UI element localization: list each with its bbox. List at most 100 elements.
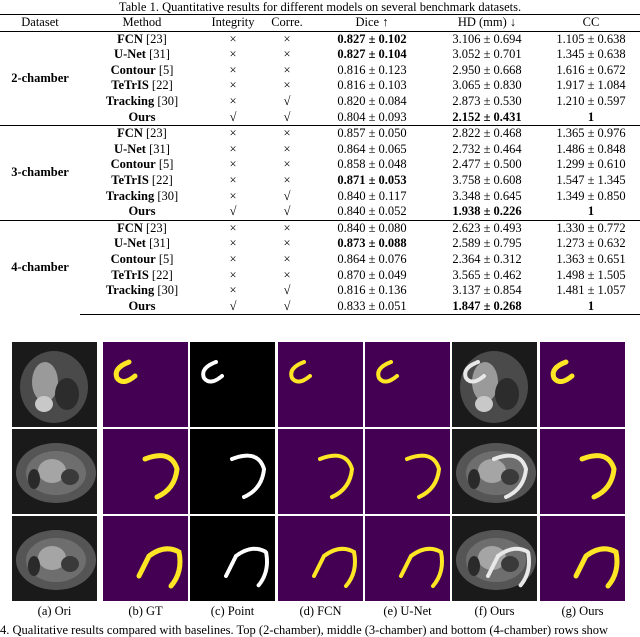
integrity-cell: × (229, 267, 237, 282)
figure-panel-ori (12, 516, 97, 601)
header-hd: HD (mm) ↓ (432, 14, 542, 32)
method-citation: [22] (151, 267, 173, 282)
method-name: Ours (128, 298, 156, 313)
corre-cell: × (262, 30, 312, 48)
hd-cell: 3.137 ± 0.854 (452, 283, 522, 298)
figure-panel-ours (540, 342, 625, 427)
method-name: Tracking (105, 283, 155, 298)
integrity-cell: × (229, 78, 237, 93)
figure-panel-ours-overlay (452, 342, 537, 427)
hd-cell: 2.822 ± 0.468 (432, 125, 542, 142)
qualitative-figure: (a) Ori (b) GT (c) Point (d) FCN (e) U-Net (f… (0, 342, 640, 636)
hd-cell: 3.052 ± 0.701 (452, 47, 522, 62)
integrity-cell: × (229, 157, 237, 172)
figure-panel-fcn (278, 429, 363, 514)
cc-cell: 1.330 ± 0.772 (542, 219, 640, 237)
method-citation: [5] (158, 62, 174, 77)
method-name: Contour (110, 251, 156, 266)
integrity-cell: √ (204, 298, 262, 316)
figure-label-fcn: (d) FCN (299, 604, 342, 618)
header-corre: Corre. (262, 14, 312, 32)
method-name: U-Net (114, 141, 146, 156)
dice-cell: 0.827 ± 0.104 (337, 47, 407, 62)
integrity-cell: × (229, 251, 237, 266)
method-cell: Tracking [30] (80, 189, 204, 205)
method-citation: [22] (151, 172, 173, 187)
dice-cell: 0.816 ± 0.123 (337, 62, 407, 77)
corre-cell: √ (283, 283, 291, 298)
figure-panel-point (190, 342, 275, 427)
table-row: TeTrIS [22] × × 0.871 ± 0.053 3.758 ± 0.608 1… (0, 173, 640, 189)
dice-cell: 0.864 ± 0.076 (337, 251, 407, 266)
table-row: 3-chamber FCN [23] × × 0.857 ± 0.050 2.822 ± … (0, 125, 640, 221)
method-name: Tracking (105, 93, 155, 108)
figure-label-ours-overlay: (f) Ours (474, 604, 515, 618)
dice-cell: 0.873 ± 0.088 (337, 236, 407, 251)
method-cell: U-Net [31] (80, 142, 204, 158)
dice-cell: 0.816 ± 0.103 (337, 78, 407, 93)
figure-panel-gt (103, 429, 188, 514)
cc-cell: 1.616 ± 0.672 (556, 62, 626, 77)
dice-cell: 0.871 ± 0.053 (337, 172, 407, 187)
hd-cell: 3.565 ± 0.462 (452, 267, 522, 282)
hd-cell: 1.938 ± 0.226 (452, 204, 522, 219)
figure-panel-unet (365, 516, 450, 601)
method-name: Tracking (105, 188, 155, 203)
table-row: Contour [5] × × 0.858 ± 0.048 2.477 ± 0.500 1… (0, 157, 640, 173)
figure-label-gt: (b) GT (128, 604, 163, 618)
dice-cell: 0.840 ± 0.080 (312, 219, 432, 237)
figure-panel-unet (365, 429, 450, 514)
table-row: TeTrIS [22] × × 0.870 ± 0.049 3.565 ± 0.462 1… (0, 268, 640, 284)
cc-cell: 1.210 ± 0.597 (556, 93, 626, 108)
figure-panel-gt (103, 342, 188, 427)
integrity-cell: × (229, 188, 237, 203)
integrity-cell: × (229, 47, 237, 62)
table-row: Tracking [30] × √ 0.820 ± 0.084 2.873 ± 0.53… (0, 94, 640, 110)
cc-cell: 1.345 ± 0.638 (556, 47, 626, 62)
cc-cell: 1 (587, 204, 595, 219)
integrity-cell: × (229, 62, 237, 77)
method-name: FCN (117, 220, 143, 235)
corre-cell: √ (283, 109, 291, 124)
method-cell: Tracking [30] (80, 94, 204, 110)
hd-cell: 1.847 ± 0.268 (432, 298, 542, 316)
dice-cell: 0.820 ± 0.084 (337, 93, 407, 108)
figure-label-point: (c) Point (210, 604, 255, 618)
table-row: Ours √ √ 0.840 ± 0.052 1.938 ± 0.226 1 (0, 204, 640, 220)
table-row: U-Net [31] × × 0.864 ± 0.065 2.732 ± 0.464 1.… (0, 142, 640, 158)
method-citation: [31] (149, 236, 170, 251)
cc-cell: 1 (542, 298, 640, 316)
corre-cell: × (262, 125, 312, 142)
table-row: TeTrIS [22] × × 0.816 ± 0.103 3.065 ± 0.830 1… (0, 78, 640, 94)
dice-cell: 0.840 ± 0.117 (337, 188, 407, 203)
dataset-label: 3-chamber (0, 125, 80, 221)
figure-panel-point (190, 429, 275, 514)
method-cell: Contour [5] (80, 63, 204, 79)
table-body: 2-chamber FCN [23] × × 0.827 ± 0.102 3.106 ± … (0, 30, 640, 316)
hd-cell: 2.152 ± 0.431 (452, 109, 522, 124)
method-cell: FCN [23] (80, 125, 204, 142)
method-name: FCN (117, 126, 143, 141)
table-row: U-Net [31] × × 0.873 ± 0.088 2.589 ± 0.795 1.… (0, 236, 640, 252)
corre-cell: √ (262, 298, 312, 316)
corre-cell: × (283, 78, 291, 93)
cc-cell: 1.273 ± 0.632 (556, 236, 626, 251)
figure-panel-fcn (278, 342, 363, 427)
cc-cell: 1.486 ± 0.848 (556, 141, 626, 156)
method-citation: [30] (157, 188, 179, 203)
table-row: 2-chamber FCN [23] × × 0.827 ± 0.102 3.106 ± … (0, 30, 640, 126)
method-name: TeTrIS (111, 172, 149, 187)
dice-cell: 0.827 ± 0.102 (312, 30, 432, 48)
dice-cell: 0.870 ± 0.049 (337, 267, 407, 282)
corre-cell: √ (283, 93, 291, 108)
cc-cell: 1.481 ± 1.057 (556, 283, 626, 298)
integrity-cell: × (229, 93, 237, 108)
figure-panel-ours-overlay (452, 429, 537, 514)
method-name: FCN (117, 31, 143, 46)
hd-cell: 3.065 ± 0.830 (452, 78, 522, 93)
hd-cell: 3.758 ± 0.608 (452, 172, 522, 187)
figure-panel-ours (540, 516, 625, 601)
table-row: Contour [5] × × 0.816 ± 0.123 2.950 ± 0.668 1… (0, 63, 640, 79)
hd-cell: 3.348 ± 0.645 (452, 188, 522, 203)
hd-cell: 2.477 ± 0.500 (452, 157, 522, 172)
